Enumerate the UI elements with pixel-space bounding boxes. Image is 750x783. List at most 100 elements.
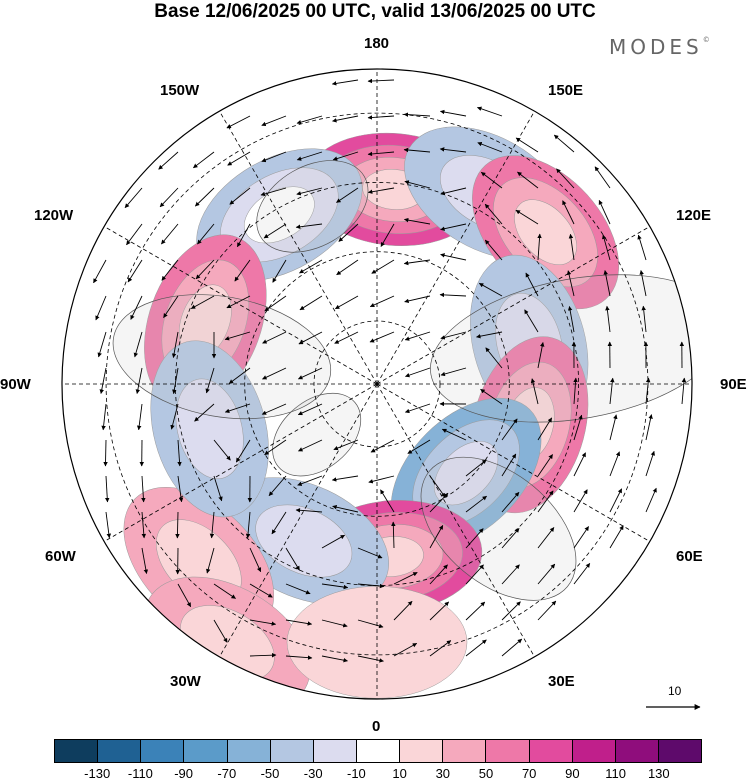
wind-vector [135, 367, 143, 394]
wind-vector [209, 511, 215, 539]
wind-vector [501, 564, 520, 585]
wind-vector [172, 367, 179, 395]
wind-vector [537, 490, 554, 513]
wind-vector [170, 403, 179, 430]
wind-vector [440, 253, 467, 261]
scandinavia-land [420, 456, 577, 601]
wind-vector [645, 450, 655, 477]
anomaly-center [150, 340, 269, 518]
wind-vector [440, 187, 467, 196]
wind-vector [609, 377, 615, 405]
colorbar-tick-label: 10 [392, 766, 407, 781]
colorbar-bin [141, 740, 185, 762]
wind-vector [195, 259, 215, 280]
wind-vector [404, 180, 431, 189]
wind-vector [285, 655, 313, 660]
wind-vector [465, 528, 484, 549]
wind-vector [261, 115, 287, 127]
latitude-ring [313, 320, 441, 448]
wind-vector [553, 134, 575, 153]
wind-vector [124, 187, 143, 209]
wind-vector [227, 151, 251, 166]
map-boundary [61, 68, 693, 700]
wind-vector [566, 270, 575, 297]
wind-vector [501, 638, 523, 657]
wind-vector [295, 223, 323, 230]
wind-vector [537, 600, 557, 621]
wind-vector [268, 475, 287, 497]
wind-vector [515, 209, 539, 225]
lon-label-90w: 90W [0, 376, 31, 393]
wind-vector [213, 439, 231, 461]
wind-vector [260, 187, 287, 197]
wind-vector [263, 223, 287, 239]
wind-vector [537, 563, 556, 585]
wind-vector [404, 295, 431, 304]
colorbar-tick-label: 30 [435, 766, 451, 781]
wind-vector [609, 414, 618, 441]
wind-vector [403, 217, 431, 225]
wind-vector [573, 414, 583, 441]
wind-vector [338, 223, 359, 242]
wind-vector [645, 414, 653, 441]
wind-vector [99, 367, 107, 394]
wind-vector [332, 115, 359, 123]
wind-vector [477, 141, 503, 153]
wind-vector [639, 270, 647, 297]
wind-vector [556, 168, 575, 189]
colorbar-bin [572, 740, 616, 762]
wind-vector [537, 233, 542, 261]
wind-vector [403, 112, 431, 117]
wind-vector [264, 295, 287, 312]
wind-vector [296, 187, 323, 196]
wind-vector [285, 619, 313, 626]
wind-vector [501, 418, 518, 441]
wind-vector [235, 439, 251, 463]
wind-vector [249, 652, 277, 658]
meridian-line [376, 226, 650, 385]
wind-vector [334, 331, 359, 344]
wind-vector [368, 475, 395, 484]
wind-vector [476, 331, 503, 339]
wind-vector [439, 292, 467, 298]
wind-vector [367, 187, 395, 194]
wind-vector [297, 475, 323, 486]
wind-vector [403, 259, 431, 266]
wind-vector [213, 583, 236, 599]
wind-vector [465, 495, 487, 513]
colorbar-tick-label: -110 [127, 766, 153, 781]
colorbar-bin [313, 740, 357, 762]
colorbar-bin [443, 740, 487, 762]
wind-vector [393, 572, 418, 585]
wind-vector [177, 439, 182, 467]
wind-vector [429, 601, 450, 621]
map-title: Base 12/06/2025 00 UTC, valid 13/06/2025… [154, 1, 596, 22]
wind-vector [261, 403, 287, 415]
wind-vector [537, 342, 545, 369]
colorbar-bin [55, 740, 99, 762]
colorbar-tick-label: -10 [346, 766, 366, 781]
wind-vector [193, 151, 215, 169]
wind-vector [321, 534, 346, 549]
colorbar-tick-label: 130 [647, 766, 670, 781]
wind-vector [126, 223, 143, 246]
wind-vector [213, 619, 228, 643]
lon-label-180: 180 [364, 35, 390, 52]
lon-label-120w: 120W [34, 207, 74, 224]
wind-vector [163, 295, 179, 318]
wind-vector [515, 137, 539, 153]
coastlines [112, 160, 692, 601]
wind-vector [645, 487, 657, 513]
meridian-line [219, 111, 378, 385]
wind-vector [525, 272, 539, 297]
wind-vector [501, 528, 520, 549]
colorbar-bin [98, 740, 142, 762]
wind-vector [101, 403, 107, 431]
wind-vector [357, 619, 384, 629]
wind-vector [171, 331, 179, 359]
wind-vector [236, 223, 251, 248]
wind-vector [573, 489, 588, 513]
meridian-line [104, 226, 378, 385]
wind-vector [357, 655, 384, 663]
wind-vector [321, 583, 349, 590]
